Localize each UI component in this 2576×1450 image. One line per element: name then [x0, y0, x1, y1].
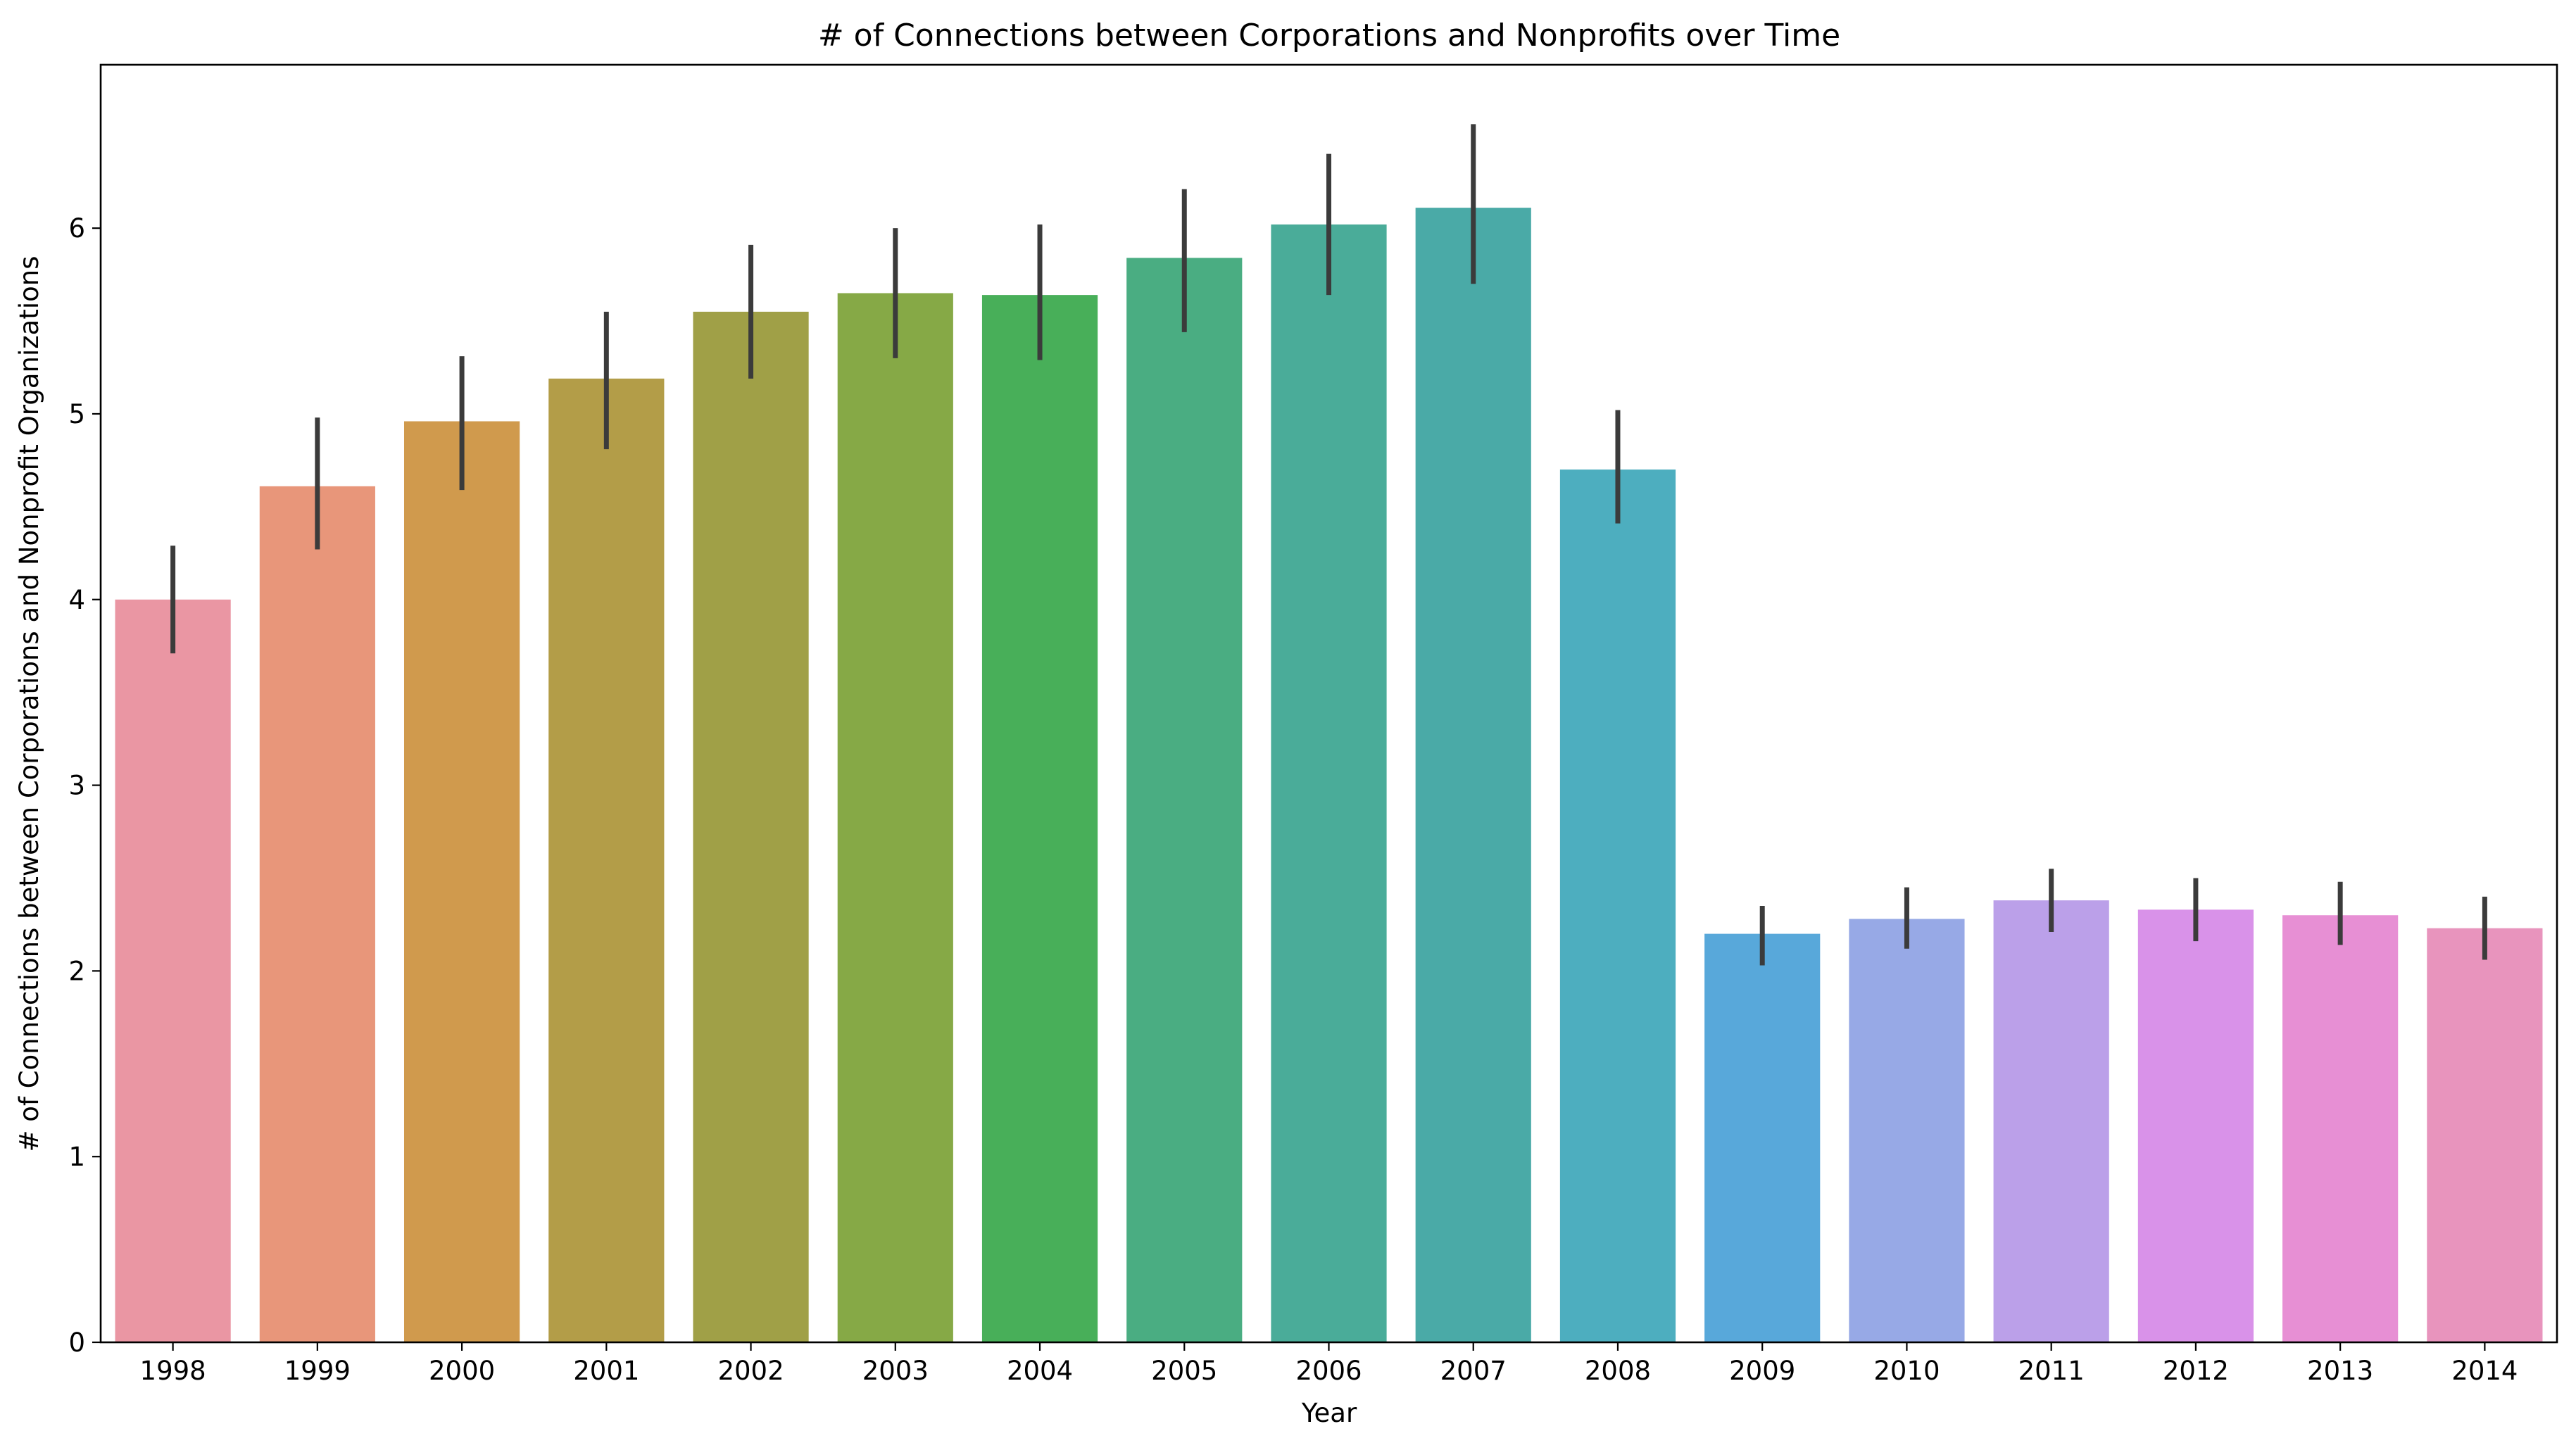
x-tick-label-2011: 2011 [2018, 1356, 2085, 1386]
x-axis-label: Year [1301, 1398, 1357, 1428]
x-tick-label-2013: 2013 [2307, 1356, 2373, 1386]
bar-1998 [115, 599, 231, 1342]
bar-2002 [693, 311, 809, 1342]
bar-2000 [403, 421, 520, 1342]
y-axis: 0 1 2 3 4 5 6 [68, 213, 101, 1358]
x-tick-label-1998: 1998 [140, 1356, 206, 1386]
x-tick-label-2004: 2004 [1007, 1356, 1073, 1386]
bar-2006 [1271, 224, 1387, 1342]
y-tick-label-5: 5 [68, 399, 85, 429]
x-tick-label-2001: 2001 [573, 1356, 639, 1386]
bar-2013 [2282, 915, 2399, 1342]
y-tick-label-0: 0 [68, 1328, 85, 1358]
x-axis: 1998 1999 2000 2001 2002 2003 2004 2005 2006 2007… [140, 1342, 2518, 1386]
y-tick-label-3: 3 [68, 771, 85, 801]
x-tick-label-2006: 2006 [1295, 1356, 1362, 1386]
bar-2014 [2427, 928, 2543, 1342]
y-axis-label: # of Connections between Corporations an… [14, 256, 44, 1152]
x-tick-label-2002: 2002 [717, 1356, 784, 1386]
x-tick-label-2009: 2009 [1729, 1356, 1795, 1386]
y-tick-label-1: 1 [68, 1142, 85, 1172]
error-bars-group [170, 124, 2487, 966]
y-tick-label-2: 2 [68, 956, 85, 986]
bar-2010 [1849, 919, 1965, 1342]
chart-title: # of Connections between Corporations an… [818, 18, 1840, 53]
bar-1999 [259, 486, 375, 1342]
x-tick-label-2005: 2005 [1151, 1356, 1217, 1386]
x-tick-label-2010: 2010 [1873, 1356, 1940, 1386]
bar-2004 [981, 295, 1098, 1343]
bar-2005 [1126, 258, 1243, 1342]
x-tick-label-2003: 2003 [862, 1356, 929, 1386]
bar-2003 [837, 293, 953, 1342]
x-tick-label-2012: 2012 [2163, 1356, 2229, 1386]
x-tick-label-2007: 2007 [1440, 1356, 1507, 1386]
x-tick-label-2014: 2014 [2451, 1356, 2518, 1386]
bar-2001 [548, 378, 665, 1343]
bar-2011 [1993, 900, 2109, 1342]
bar-2008 [1559, 469, 1676, 1342]
x-tick-label-2008: 2008 [1585, 1356, 1651, 1386]
bars-group [115, 208, 2543, 1343]
x-tick-label-2000: 2000 [429, 1356, 495, 1386]
bar-2009 [1704, 933, 1821, 1342]
x-tick-label-1999: 1999 [284, 1356, 351, 1386]
bar-2007 [1415, 208, 1531, 1342]
bar-2012 [2137, 909, 2254, 1342]
y-tick-label-6: 6 [68, 213, 85, 244]
y-tick-label-4: 4 [68, 585, 85, 615]
